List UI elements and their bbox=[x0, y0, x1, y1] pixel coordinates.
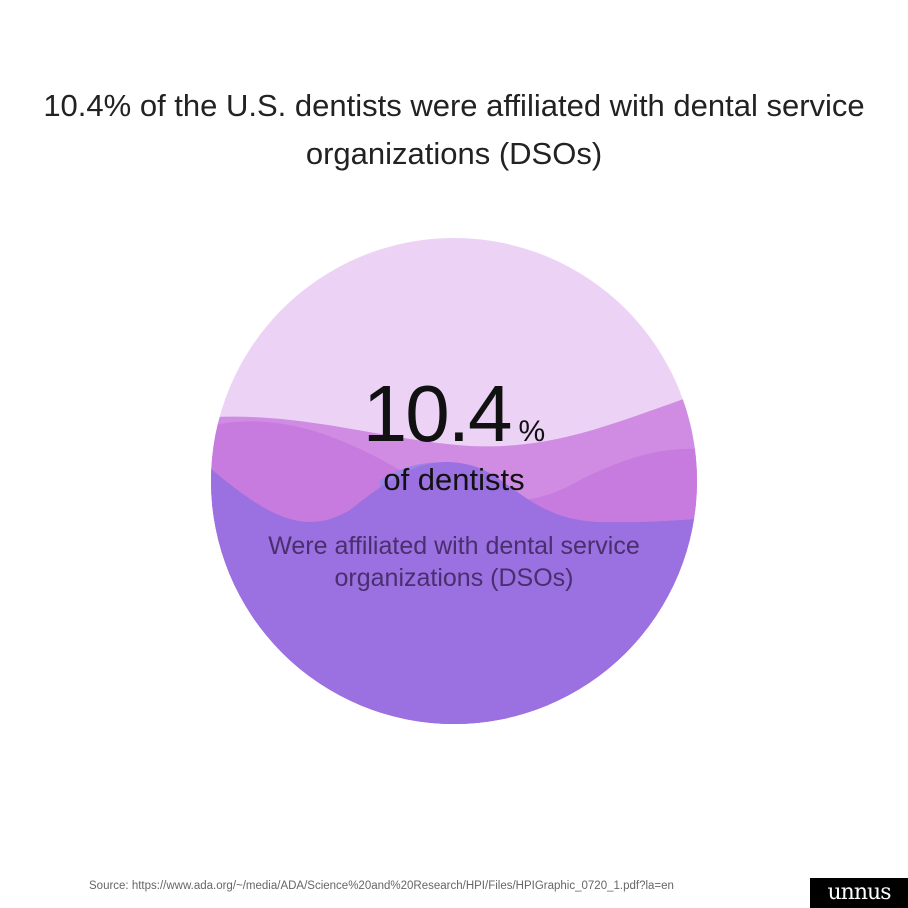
headline-value: 10.4% bbox=[0, 368, 908, 460]
source-note: Source: https://www.ada.org/~/media/ADA/… bbox=[89, 880, 674, 892]
value-label: of dentists bbox=[383, 462, 525, 497]
wave-layer-purple bbox=[211, 460, 697, 724]
brand-logo: unnus bbox=[810, 878, 908, 908]
value-description: Were affiliated with dental service orga… bbox=[268, 532, 640, 592]
value-number: 10.4 bbox=[362, 369, 513, 458]
chart-title: 10.4% of the U.S. dentists were affiliat… bbox=[43, 88, 865, 171]
value-unit: % bbox=[518, 415, 546, 448]
